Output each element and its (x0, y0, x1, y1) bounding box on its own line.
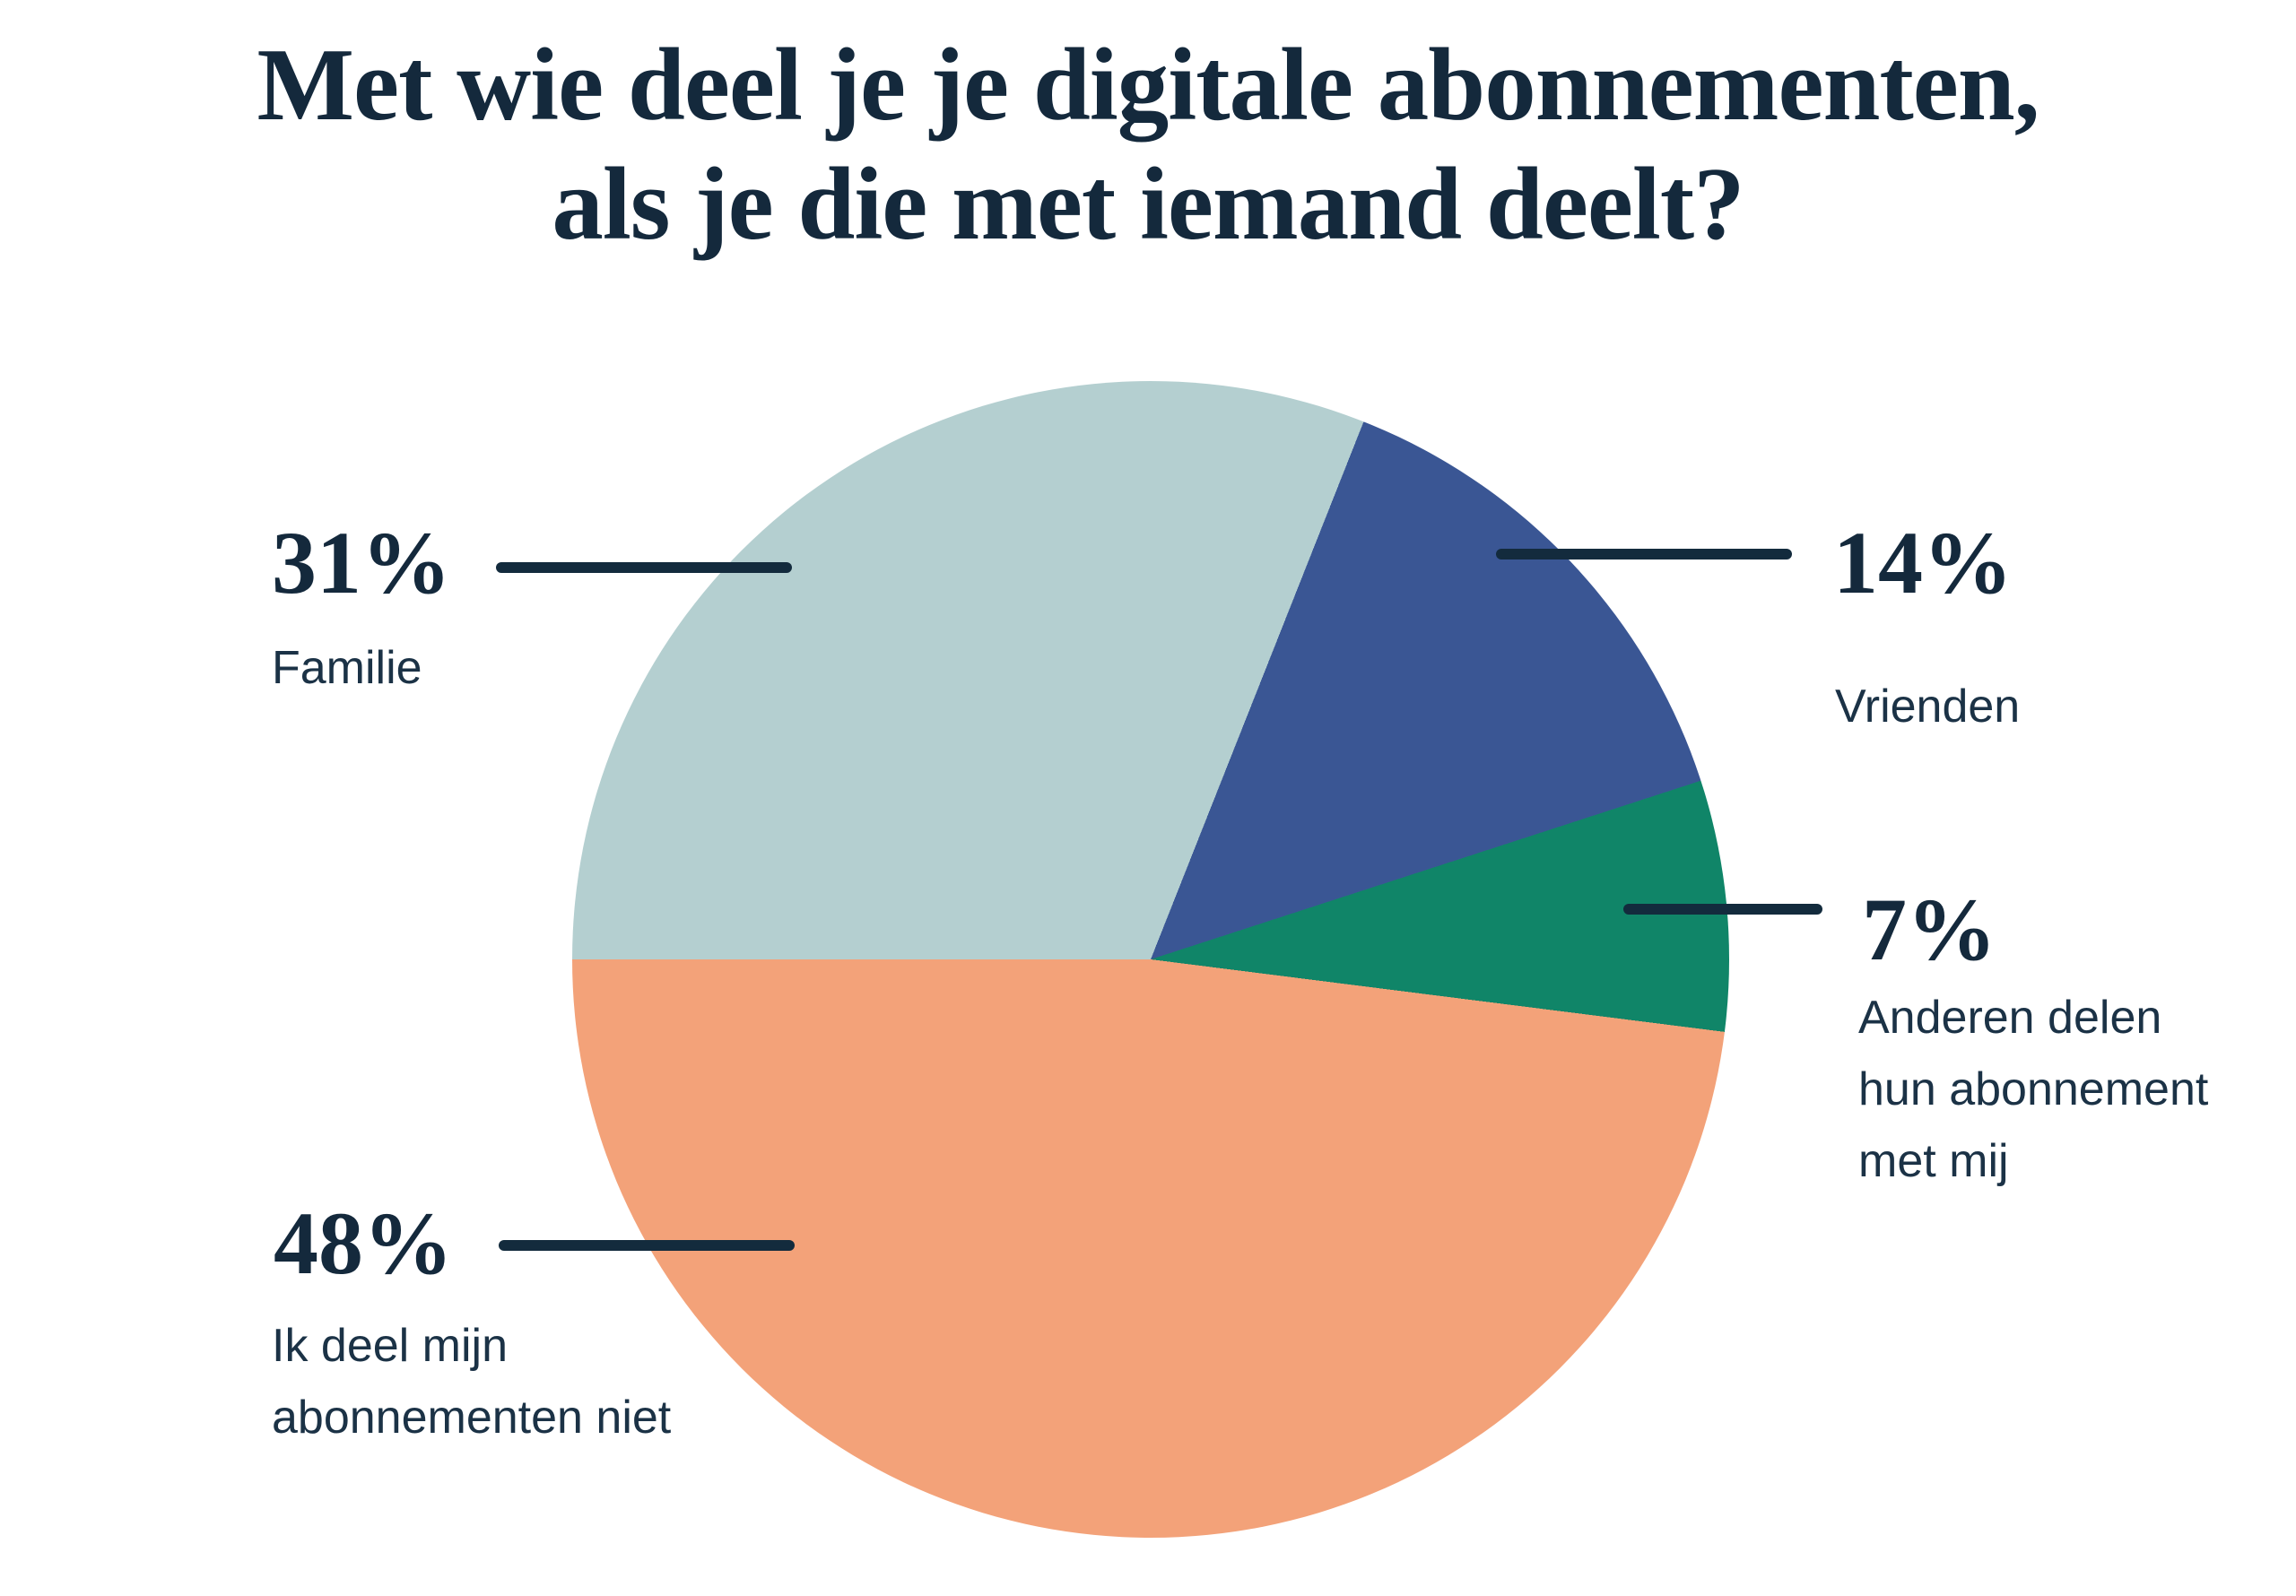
callout-line-anderen (1623, 904, 1822, 915)
callout-line-ik-deel-niet (499, 1240, 795, 1251)
pie-chart (572, 381, 1729, 1538)
slice-label-ik-deel-niet: Ik deel mijn abonnementen niet (272, 1320, 672, 1444)
slice-value-anderen: 7% (1862, 880, 1996, 979)
chart-title: Met wie deel je je digitale abonnementen… (257, 28, 2040, 262)
callout-line-vrienden (1496, 549, 1792, 559)
slice-value-familie: 31% (272, 513, 451, 612)
slice-label-vrienden: Vrienden (1835, 681, 2021, 733)
callout-line-familie (496, 562, 792, 573)
slice-value-vrienden: 14% (1833, 513, 2013, 612)
slice-value-ik-deel-niet: 48% (274, 1193, 453, 1293)
slice-label-familie: Familie (272, 642, 422, 694)
slice-label-anderen: Anderen delen hun abonnement met mij (1858, 992, 2209, 1187)
